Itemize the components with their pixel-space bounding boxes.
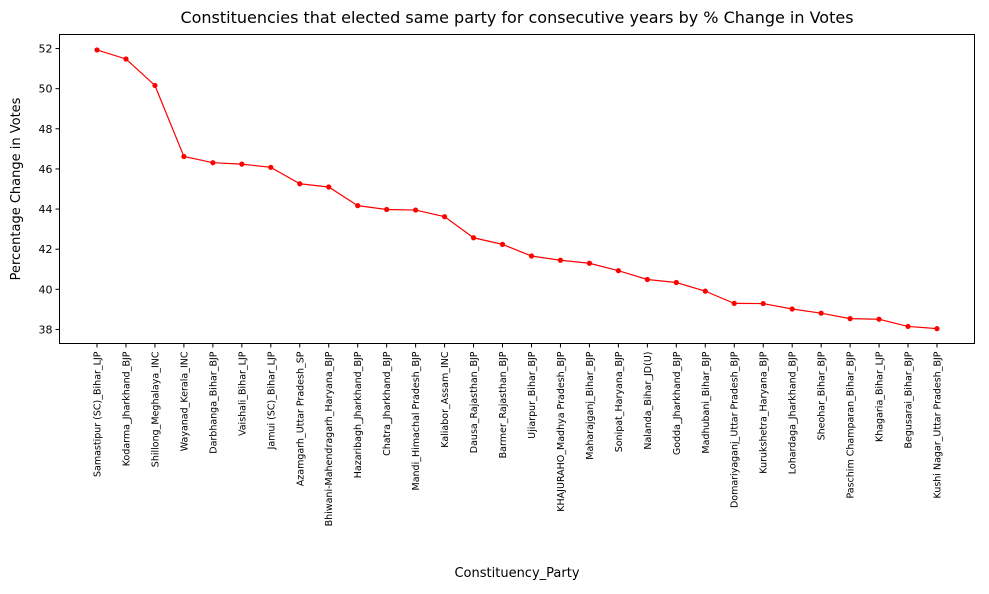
data-point <box>586 260 593 266</box>
data-point <box>181 153 187 160</box>
y-tick-label: 38 <box>39 323 53 336</box>
data-point <box>789 306 795 312</box>
x-tick-label: Kushi Nagar_Uttar Pradesh_BJP <box>933 351 944 498</box>
data-point <box>905 323 911 330</box>
data-point <box>239 161 245 167</box>
data-point <box>326 184 332 190</box>
x-tick-label: Kodarma_Jharkhand_BJP <box>121 351 132 466</box>
y-tick-label: 48 <box>39 123 53 136</box>
x-tick-label: Barmer_Rajasthan_BJP <box>498 351 509 458</box>
data-point <box>934 326 940 332</box>
x-tick-label: Domariyaganj_Uttar Pradesh_BJP <box>730 351 741 508</box>
y-tick-label: 42 <box>39 243 53 256</box>
data-point <box>441 214 448 220</box>
chart-title: Constituencies that elected same party f… <box>180 8 853 27</box>
data-point <box>818 310 824 316</box>
x-tick-label: Paschim Champaran_Bihar_BJP <box>846 351 857 498</box>
x-tick-label: Sonipat_Haryana_BJP <box>614 351 625 452</box>
x-tick-label: Sheohar_Bihar_BJP <box>817 351 828 440</box>
y-tick-label: 40 <box>39 283 53 296</box>
y-tick-label: 52 <box>39 43 53 56</box>
data-point <box>470 235 477 241</box>
x-tick-label: Shillong_Meghalaya_INC <box>150 351 161 467</box>
data-point <box>731 300 737 306</box>
x-axis-label: Constituency_Party <box>454 566 579 581</box>
x-tick-label: Nalanda_Bihar_JD(U) <box>643 352 654 450</box>
x-tick-label: Azamgarh_Uttar Pradesh_SP <box>295 351 306 486</box>
data-point <box>268 164 274 170</box>
data-point <box>673 279 679 286</box>
data-point <box>557 257 564 263</box>
data-point <box>615 268 621 274</box>
data-point <box>297 181 303 187</box>
data-point <box>152 82 158 89</box>
data-point <box>499 241 506 247</box>
y-axis-ticks: 38 40 42 44 46 48 50 52 <box>39 43 60 336</box>
x-tick-label: Ujiarpur_Bihar_BJP <box>527 351 538 439</box>
data-point <box>355 203 361 209</box>
x-tick-label: Darbhanga_Bihar_BJP <box>208 351 219 454</box>
x-tick-label: Jamui (SC)_Bihar_LJP <box>266 351 277 450</box>
x-tick-label: Madhubani_Bihar_BJP <box>701 351 712 453</box>
x-tick-label: Maharajganj_Bihar_BJP <box>585 351 596 459</box>
y-axis-label: Percentage Change in Votes <box>9 97 24 280</box>
y-tick-label: 44 <box>39 203 53 216</box>
data-point <box>384 206 390 213</box>
data-point <box>847 316 853 322</box>
x-tick-label: Chatra_Jharkhand_BJP <box>382 351 393 456</box>
data-point <box>413 207 419 213</box>
y-tick-label: 46 <box>39 163 53 176</box>
data-point <box>702 288 708 294</box>
x-tick-label: Kurukshetra_Haryana_BJP <box>759 351 770 473</box>
data-point <box>528 253 535 259</box>
x-tick-label: Wayanad_Kerala_INC <box>179 351 190 451</box>
x-tick-label: Godda_Jharkhand_BJP <box>672 351 683 455</box>
x-tick-label: Samastipur (SC)_Bihar_LJP <box>93 351 104 477</box>
data-point <box>123 56 129 62</box>
y-tick-label: 50 <box>39 83 53 96</box>
plot-area <box>94 47 940 332</box>
data-point <box>760 300 766 307</box>
x-tick-label: Mandi_Himachal Pradesh_BJP <box>411 351 422 490</box>
plot-frame <box>59 34 975 344</box>
x-tick-label: Lohardaga_Jharkhand_BJP <box>788 351 799 474</box>
x-tick-label: Dausa_Rajasthan_BJP <box>469 351 480 453</box>
data-point <box>94 47 100 53</box>
x-tick-label: Bhiwani-Mahendragarh_Haryana_BJP <box>324 351 335 526</box>
x-tick-label: Vaishali_Bihar_LJP <box>237 351 248 436</box>
x-tick-label: KHAJURAHO_Madhya Pradesh_BJP <box>556 351 567 511</box>
x-tick-label: Begusarai_Bihar_BJP <box>904 351 915 448</box>
x-tick-label: Khagaria_Bihar_LJP <box>875 351 886 442</box>
data-point <box>876 316 882 322</box>
data-point <box>644 276 650 283</box>
series-line <box>96 49 938 330</box>
x-axis-ticks: Samastipur (SC)_Bihar_LJP Kodarma_Jharkha… <box>93 343 944 526</box>
data-point <box>210 160 216 166</box>
x-tick-label: Kaliabor_Assam_INC <box>440 351 451 448</box>
x-tick-label: Hazaribagh_Jharkhand_BJP <box>353 351 364 478</box>
